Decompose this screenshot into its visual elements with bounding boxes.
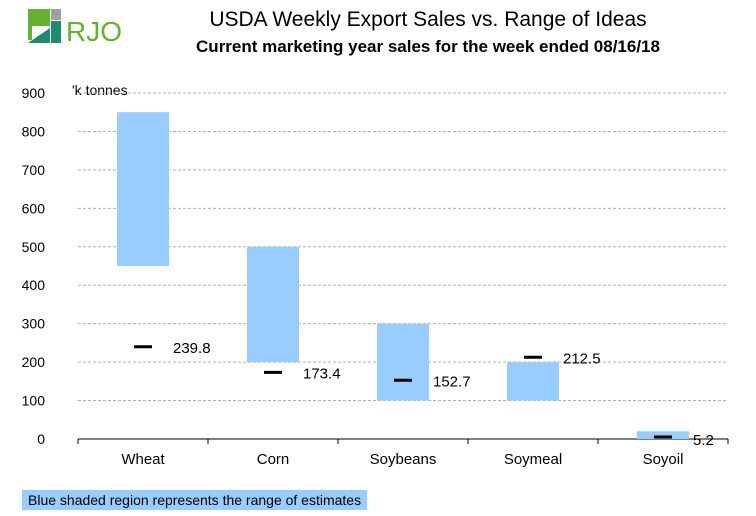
x-tick-label: Soybeans	[370, 451, 437, 468]
y-tick-label: 900	[22, 85, 46, 101]
actual-label: 212.5	[563, 350, 601, 367]
y-tick-label: 100	[22, 393, 46, 409]
range-bar-soybeans	[377, 323, 429, 401]
chart-title: USDA Weekly Export Sales vs. Range of Id…	[209, 8, 647, 31]
svg-text:RJO: RJO	[66, 16, 122, 47]
range-bar-wheat	[117, 112, 169, 266]
actual-label: 5.2	[693, 432, 714, 449]
y-tick-label: 800	[22, 123, 46, 139]
y-tick-label: 700	[22, 162, 46, 178]
y-tick-label: 0	[37, 431, 45, 447]
y-tick-label: 600	[22, 200, 46, 216]
range-bar-soyoil	[637, 431, 689, 439]
y-tick-label: 200	[22, 354, 46, 370]
x-tick-label: Wheat	[121, 451, 165, 468]
chart-subtitle: Current marketing year sales for the wee…	[196, 37, 660, 56]
x-tick-label: Soyoil	[643, 451, 684, 468]
range-bar-soymeal	[507, 362, 559, 401]
x-tick-label: Soymeal	[504, 451, 562, 468]
x-tick-label: Corn	[257, 451, 290, 468]
range-bar-corn	[247, 246, 299, 363]
y-axis-label: 'k tonnes	[72, 82, 128, 98]
actual-label: 173.4	[303, 365, 341, 382]
actual-label: 239.8	[173, 340, 211, 357]
actual-label: 152.7	[433, 373, 471, 390]
y-tick-label: 300	[22, 316, 46, 332]
legend-note: Blue shaded region represents the range …	[22, 490, 368, 510]
rjo-logo: RJO	[28, 9, 122, 47]
y-tick-label: 500	[22, 239, 46, 255]
y-tick-label: 400	[22, 277, 46, 293]
